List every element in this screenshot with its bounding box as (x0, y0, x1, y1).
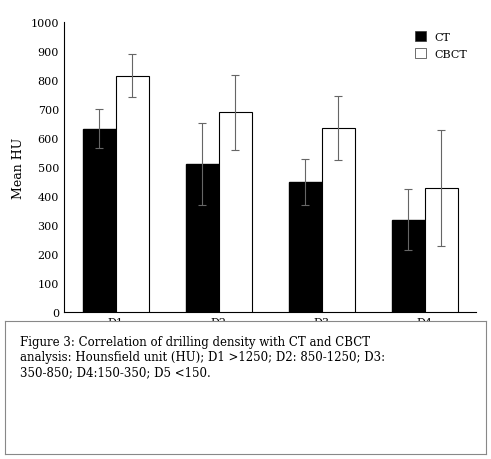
Bar (186, 165, 218, 312)
Bar (289, 183, 322, 312)
Y-axis label: Mean HU: Mean HU (12, 137, 25, 198)
X-axis label: Drilling density: Drilling density (216, 332, 325, 346)
Bar (218, 113, 251, 312)
Bar (392, 220, 425, 312)
Bar (82, 129, 115, 312)
Legend: CT, CBCT: CT, CBCT (411, 28, 471, 63)
Bar (425, 188, 458, 312)
Text: Figure 3: Correlation of drilling density with CT and CBCT
analysis: Hounsfield : Figure 3: Correlation of drilling densit… (20, 335, 385, 378)
Bar (322, 129, 355, 312)
Bar (115, 77, 148, 312)
